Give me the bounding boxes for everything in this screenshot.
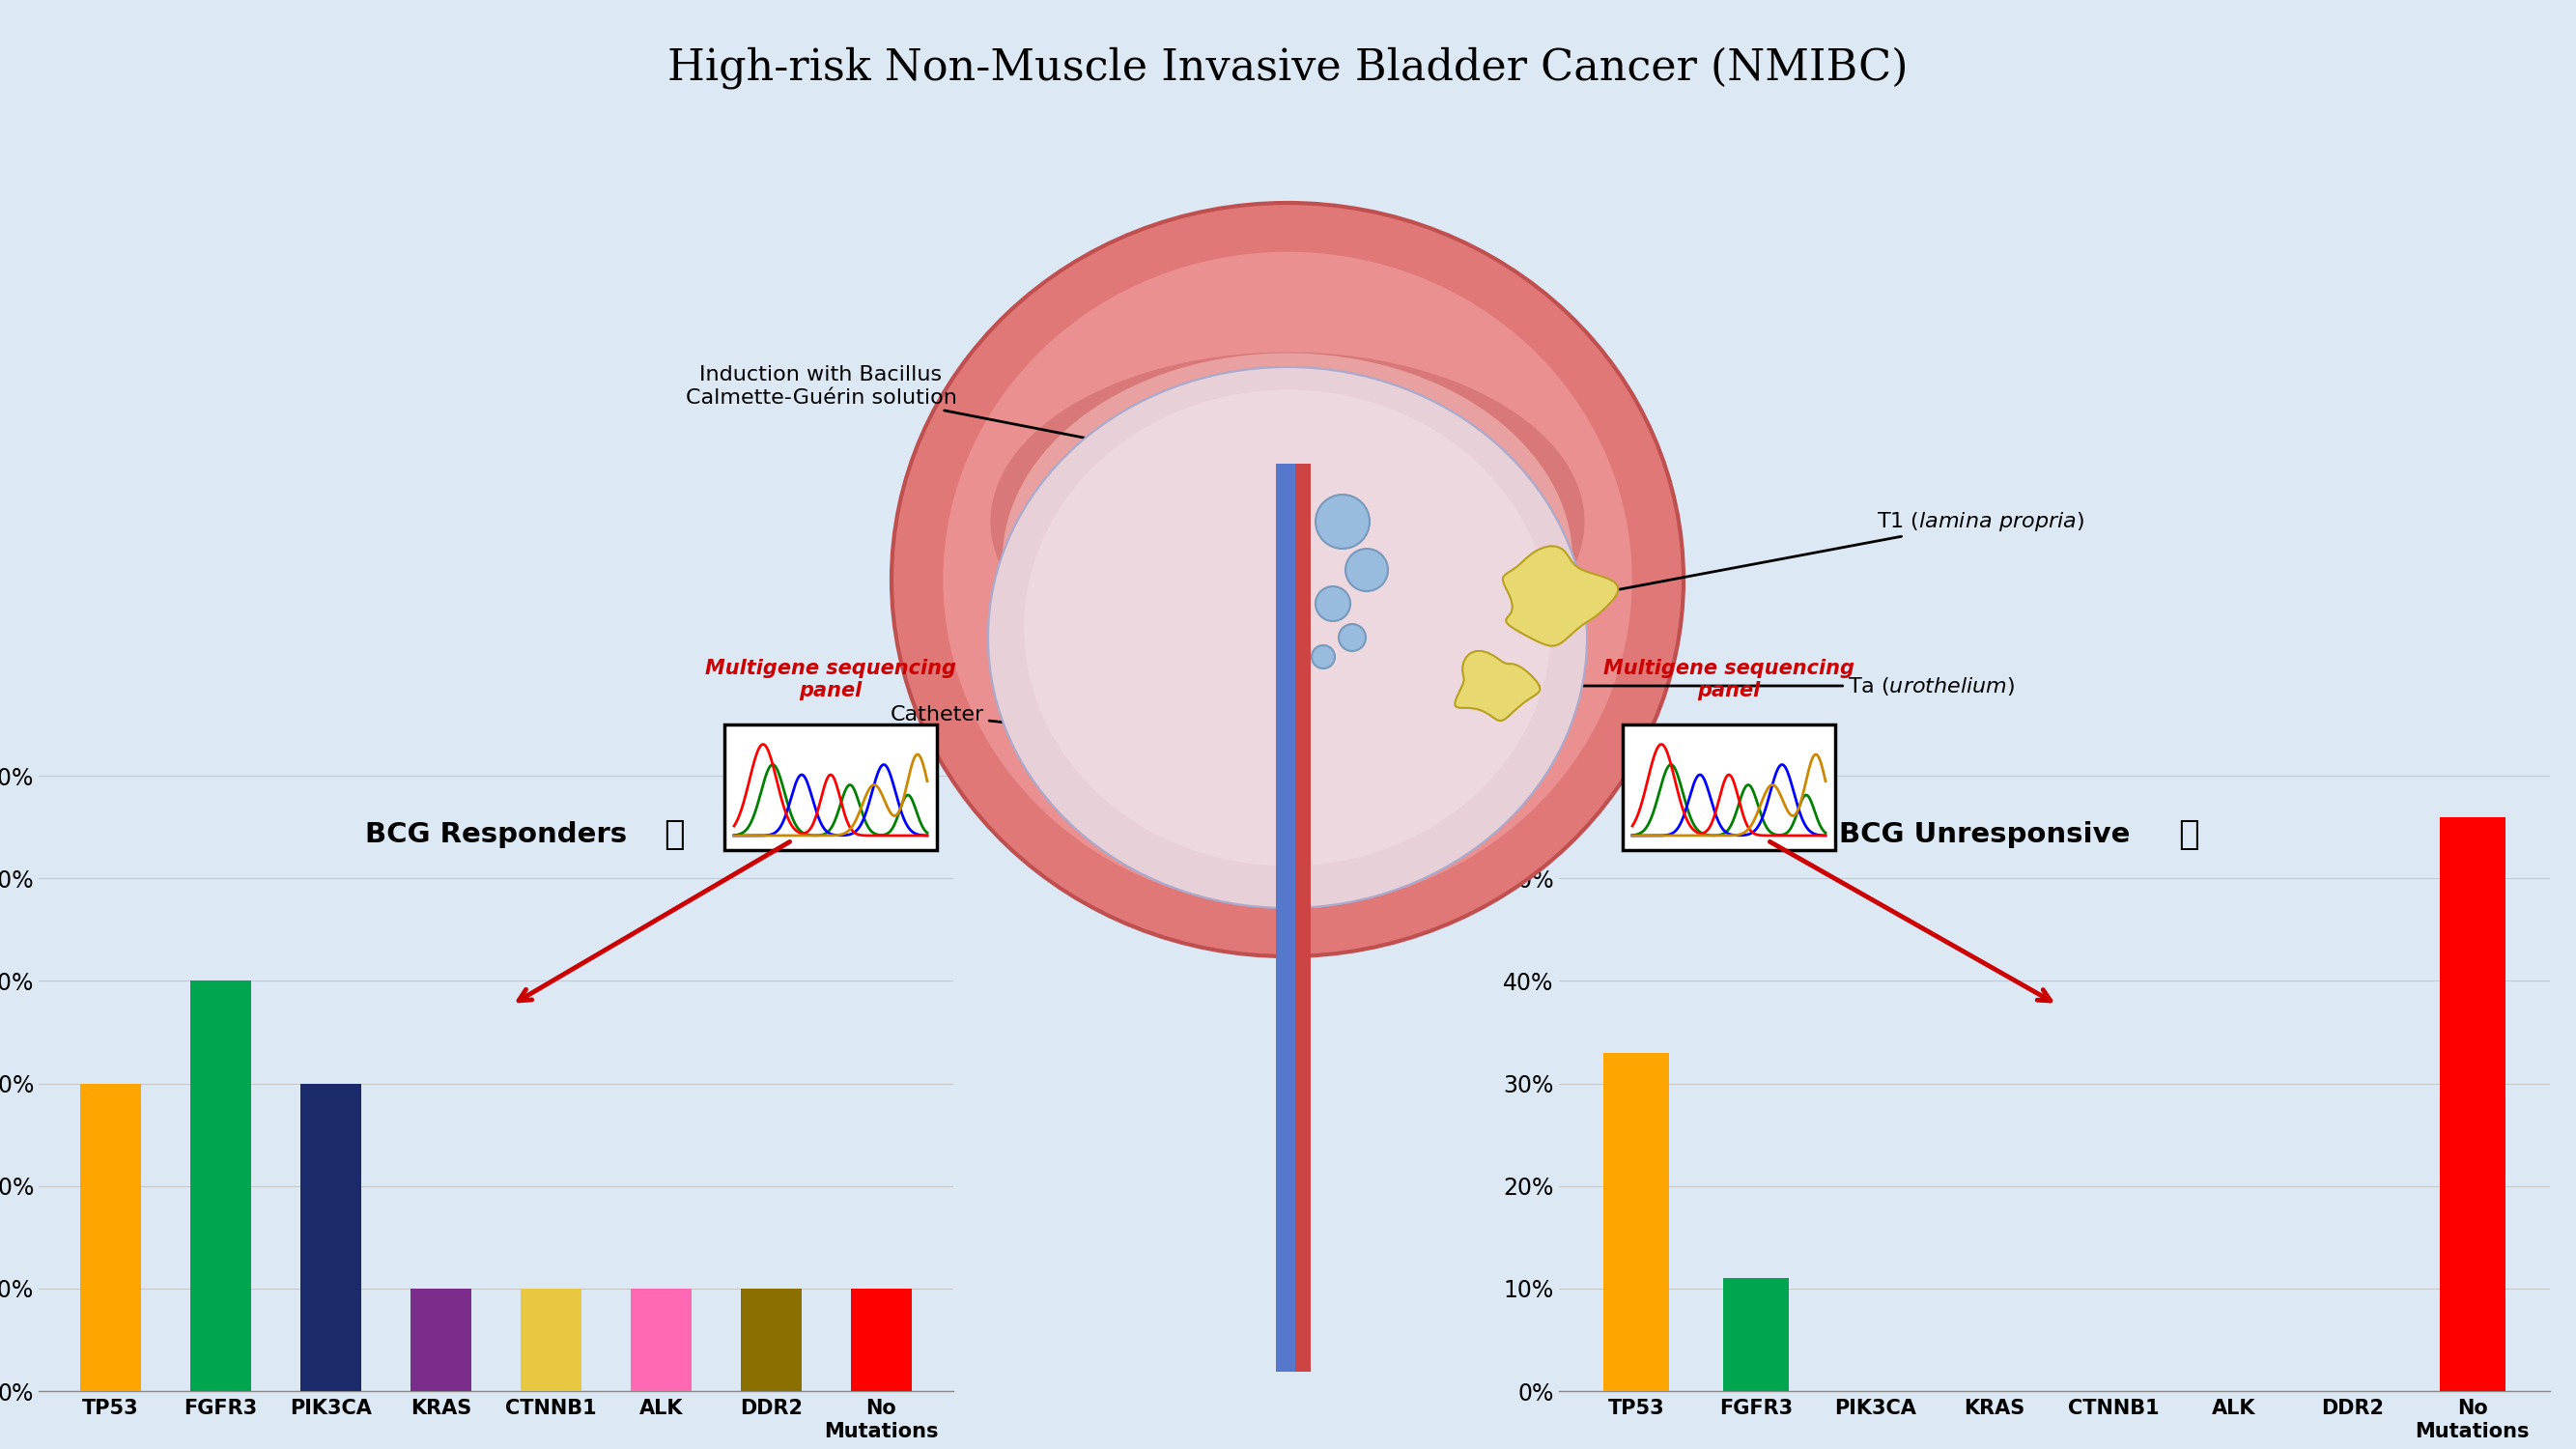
Circle shape (1340, 625, 1365, 651)
Bar (2439, 817, 2504, 1391)
Bar (1275, 464, 1296, 1372)
Bar (301, 1084, 361, 1391)
Ellipse shape (992, 352, 1584, 691)
Ellipse shape (891, 203, 1685, 956)
Circle shape (1316, 587, 1350, 622)
Ellipse shape (989, 367, 1587, 909)
Text: BCG Unresponsive: BCG Unresponsive (1839, 822, 2130, 848)
Text: High-risk Non-Muscle Invasive Bladder Cancer (NMIBC): High-risk Non-Muscle Invasive Bladder Ca… (667, 46, 1909, 88)
Text: 👎: 👎 (2177, 819, 2200, 851)
Ellipse shape (1025, 390, 1551, 867)
Circle shape (1316, 494, 1370, 549)
Ellipse shape (989, 367, 1587, 909)
Text: 👍: 👍 (665, 819, 685, 851)
Bar (724, 724, 938, 851)
Circle shape (1345, 549, 1388, 591)
Text: Multigene sequencing
panel: Multigene sequencing panel (706, 659, 956, 700)
Ellipse shape (943, 252, 1633, 907)
Bar (1602, 1052, 1669, 1391)
Ellipse shape (1025, 390, 1551, 867)
Bar (1296, 464, 1311, 1372)
Text: Catheter: Catheter (889, 706, 1275, 756)
Bar (742, 1288, 801, 1391)
Bar (850, 1288, 912, 1391)
Bar (631, 1288, 690, 1391)
Bar (410, 1288, 471, 1391)
Bar (191, 981, 250, 1391)
Text: Induction with Bacillus
Calmette-Guérin solution: Induction with Bacillus Calmette-Guérin … (685, 365, 1211, 465)
Circle shape (1311, 645, 1334, 668)
Bar (1623, 724, 1834, 851)
Text: Multigene sequencing
panel: Multigene sequencing panel (1602, 659, 1855, 700)
Text: Ta ($\mathit{urothelium}$): Ta ($\mathit{urothelium}$) (1517, 675, 2014, 697)
Bar (80, 1084, 142, 1391)
Bar (520, 1288, 582, 1391)
Text: T1 ($\mathit{lamina\ propria}$): T1 ($\mathit{lamina\ propria}$) (1589, 510, 2084, 597)
Polygon shape (1502, 546, 1618, 646)
Polygon shape (1455, 651, 1540, 722)
Text: BCG Responders: BCG Responders (366, 822, 626, 848)
Bar (1723, 1278, 1788, 1391)
Ellipse shape (1002, 354, 1571, 768)
